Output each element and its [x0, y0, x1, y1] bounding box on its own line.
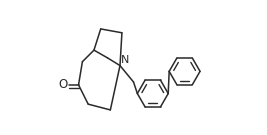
- Text: O: O: [58, 78, 67, 91]
- Text: N: N: [121, 55, 129, 65]
